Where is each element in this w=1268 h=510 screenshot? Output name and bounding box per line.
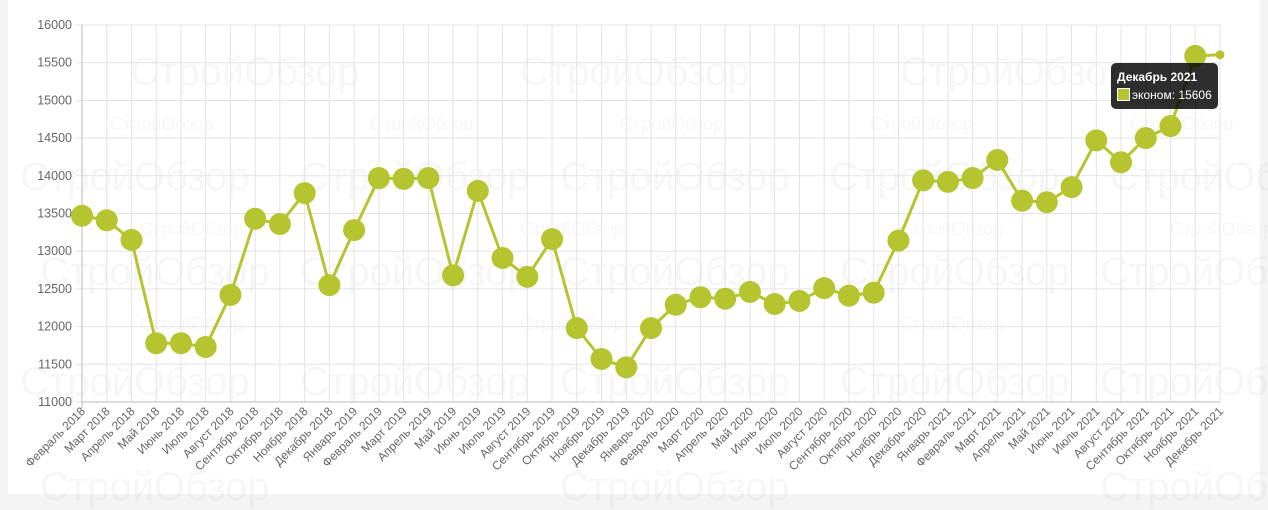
data-point <box>961 167 984 190</box>
data-point <box>788 289 811 312</box>
watermark-text: СтройОбзор <box>840 360 1070 404</box>
data-point <box>813 277 836 300</box>
watermark-text: СтройОбзор <box>1100 250 1268 294</box>
data-point <box>590 348 613 371</box>
data-point <box>219 283 242 306</box>
data-point <box>738 280 761 303</box>
data-point <box>343 219 366 242</box>
y-tick-label: 14000 <box>37 169 72 183</box>
y-tick-label: 15000 <box>37 93 72 107</box>
watermark-text: СтройОбзор <box>370 114 473 134</box>
watermark-text: СтройОбзор <box>560 155 790 199</box>
data-point <box>862 281 885 304</box>
tooltip-label: эконом: 15606 <box>1132 88 1212 102</box>
data-point <box>120 228 143 251</box>
watermark-text: СтройОбзор <box>900 50 1130 94</box>
watermark-text: СтройОбзор <box>40 465 270 509</box>
data-point <box>541 228 564 251</box>
watermark-text: СтройОбзор <box>870 114 973 134</box>
data-point <box>714 287 737 310</box>
data-point <box>95 209 118 232</box>
data-point <box>367 167 390 190</box>
watermark-text: СтройОбзор <box>110 114 213 134</box>
data-point <box>565 317 588 340</box>
watermark-text: СтройОбзор <box>140 219 243 239</box>
data-point <box>1215 50 1225 60</box>
watermark-text: СтройОбзор <box>560 465 790 509</box>
data-point <box>268 213 291 236</box>
data-point <box>986 148 1009 171</box>
watermark-text: СтройОбзор <box>1100 465 1268 509</box>
data-point <box>71 204 93 227</box>
y-tick-label: 13000 <box>37 244 72 258</box>
data-point <box>936 170 959 193</box>
data-point <box>887 229 910 252</box>
data-point <box>442 264 465 287</box>
chart-card <box>8 0 1260 494</box>
data-point <box>293 182 316 205</box>
data-point <box>145 332 168 355</box>
data-point <box>417 167 440 190</box>
data-point <box>1159 115 1182 138</box>
y-tick-label: 12000 <box>37 320 72 334</box>
data-point <box>194 335 217 358</box>
data-point <box>1035 191 1058 214</box>
watermark-text: СтройОбзор <box>1170 219 1268 239</box>
data-point <box>763 292 786 315</box>
data-point <box>244 207 267 230</box>
watermark-text: СтройОбзор <box>900 219 1003 239</box>
data-point <box>1134 127 1157 150</box>
tooltip-title: Декабрь 2021 <box>1117 70 1198 84</box>
watermark-text: СтройОбзор <box>300 360 530 404</box>
data-point <box>1060 176 1083 199</box>
watermark-text: СтройОбзор <box>130 50 360 94</box>
y-tick-label: 15500 <box>37 56 72 70</box>
data-point <box>516 265 539 288</box>
watermark-text: СтройОбзор <box>520 50 750 94</box>
data-point <box>169 332 192 355</box>
data-point <box>689 286 712 309</box>
y-tick-label: 12500 <box>37 282 72 296</box>
y-tick-label: 13500 <box>37 207 72 221</box>
watermark-text: СтройОбзор <box>900 314 1003 334</box>
data-point <box>664 293 687 316</box>
data-point <box>615 356 638 379</box>
data-point <box>837 284 860 307</box>
watermark-text: СтройОбзор <box>520 219 623 239</box>
tooltip-swatch <box>1117 88 1130 101</box>
y-tick-label: 14500 <box>37 131 72 145</box>
data-point <box>640 317 662 340</box>
y-tick-label: 11000 <box>38 395 72 409</box>
data-point <box>392 167 415 190</box>
data-point <box>1110 151 1133 174</box>
watermark-text: СтройОбзор <box>140 314 243 334</box>
tooltip: Декабрь 2021 эконом: 15606 <box>1111 63 1218 109</box>
y-tick-label: 11500 <box>38 357 72 371</box>
data-point <box>1011 189 1034 212</box>
data-point <box>1085 129 1108 152</box>
watermark-text: СтройОбзор <box>1110 155 1268 199</box>
data-point <box>491 246 514 269</box>
data-point <box>466 179 489 202</box>
watermark-text: СтройОбзор <box>1100 360 1268 404</box>
data-point <box>318 274 341 297</box>
data-point <box>1184 44 1207 67</box>
data-point <box>912 169 935 192</box>
watermark-text: СтройОбзор <box>620 114 723 134</box>
y-tick-label: 16000 <box>37 18 72 32</box>
